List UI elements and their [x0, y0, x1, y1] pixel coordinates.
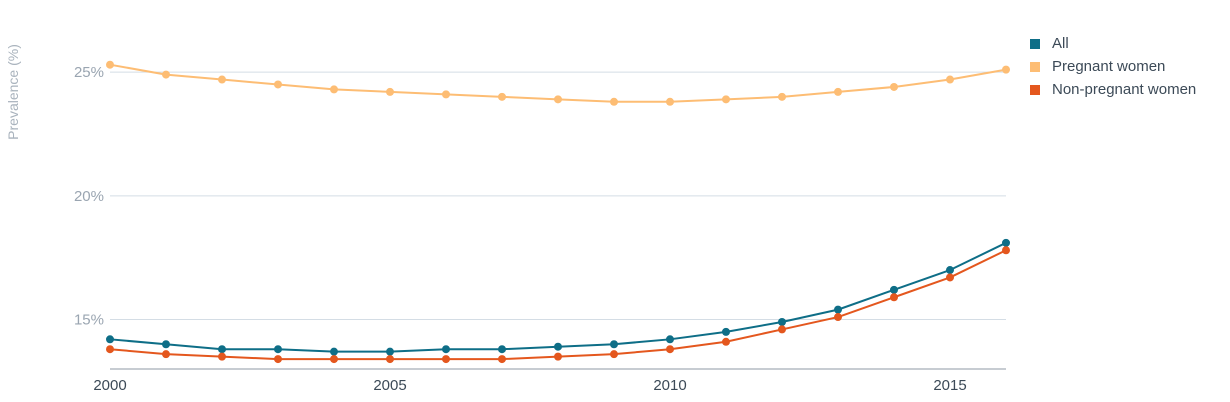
data-point	[498, 355, 506, 364]
y-tick-label: 15%	[74, 312, 104, 329]
series-all	[106, 238, 1010, 356]
data-point	[890, 82, 898, 91]
legend-swatch	[1030, 61, 1040, 72]
legend-label: All	[1052, 35, 1069, 52]
data-point	[554, 342, 562, 351]
x-tick-label: 2015	[933, 377, 966, 394]
data-point	[946, 273, 954, 282]
data-point	[554, 95, 562, 104]
data-point	[610, 340, 618, 349]
legend-swatch	[1030, 38, 1040, 49]
y-tick-labels: 15% 20% 25%	[74, 64, 104, 328]
data-point	[106, 60, 114, 69]
data-point	[946, 266, 954, 275]
data-point	[890, 293, 898, 302]
x-tick-labels: 2000 2005 2010 2015	[93, 377, 966, 394]
legend-label: Non-pregnant women	[1052, 81, 1197, 98]
data-point	[330, 347, 338, 356]
data-point	[834, 87, 842, 96]
data-point	[386, 87, 394, 96]
data-point	[162, 70, 170, 79]
data-point	[330, 355, 338, 364]
legend-item[interactable]: Pregnant women	[1030, 55, 1196, 78]
data-point	[834, 305, 842, 314]
data-point	[274, 355, 282, 364]
data-point	[722, 337, 730, 346]
data-point	[834, 313, 842, 322]
data-point	[106, 345, 114, 354]
data-point	[1002, 238, 1010, 247]
legend: All Pregnant women Non-pregnant women	[1030, 32, 1196, 101]
data-point	[778, 325, 786, 334]
x-tick-label: 2010	[653, 377, 686, 394]
legend-item[interactable]: All	[1030, 32, 1196, 55]
legend-swatch	[1030, 84, 1040, 95]
data-point	[442, 345, 450, 354]
data-point	[610, 350, 618, 359]
data-point	[386, 355, 394, 364]
data-point	[1002, 246, 1010, 255]
data-point	[666, 335, 674, 344]
legend-label: Pregnant women	[1052, 58, 1166, 75]
data-point	[1002, 65, 1010, 74]
data-point	[162, 340, 170, 349]
data-point	[330, 85, 338, 94]
data-point	[106, 335, 114, 344]
data-point	[386, 347, 394, 356]
y-tick-label: 25%	[74, 64, 104, 81]
data-point	[722, 327, 730, 336]
y-tick-label: 20%	[74, 188, 104, 205]
data-point	[554, 352, 562, 361]
data-point	[666, 97, 674, 106]
data-point	[442, 90, 450, 99]
data-point	[274, 80, 282, 89]
data-point	[946, 75, 954, 84]
data-point	[610, 97, 618, 106]
series-pregnant-women	[106, 60, 1010, 106]
series-non-pregnant-women	[106, 246, 1010, 364]
data-point	[890, 285, 898, 294]
data-point	[498, 92, 506, 101]
series-lines	[106, 60, 1010, 364]
gridlines	[110, 71, 1006, 321]
series-line	[109, 241, 1007, 353]
legend-item[interactable]: Non-pregnant women	[1030, 78, 1196, 101]
data-point	[218, 75, 226, 84]
data-point	[442, 355, 450, 364]
data-point	[778, 317, 786, 326]
data-point	[666, 345, 674, 354]
data-point	[498, 345, 506, 354]
data-point	[218, 352, 226, 361]
x-tick-label: 2000	[93, 377, 126, 394]
x-tick-label: 2005	[373, 377, 406, 394]
data-point	[162, 350, 170, 359]
data-point	[778, 92, 786, 101]
data-point	[274, 345, 282, 354]
data-point	[218, 345, 226, 354]
y-axis-label: Prevalence (%)	[5, 44, 21, 140]
data-point	[722, 95, 730, 104]
